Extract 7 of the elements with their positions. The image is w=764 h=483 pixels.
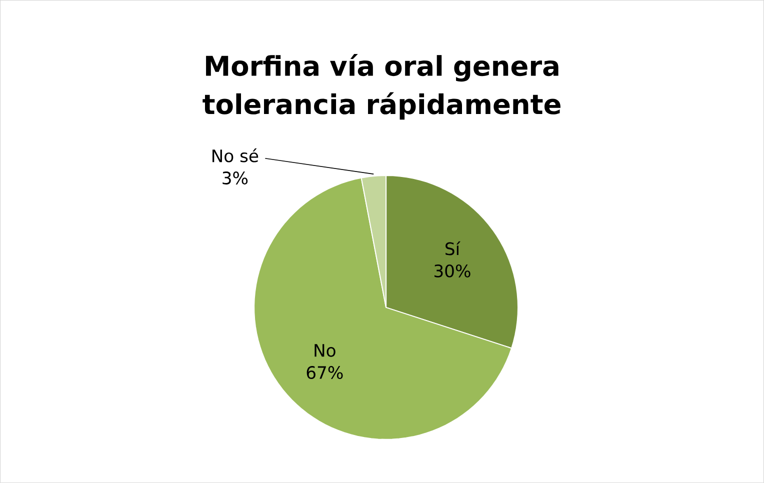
chart-title: Morfina vía oral genera tolerancia rápidamente <box>202 54 560 120</box>
slice-label: No <box>314 344 336 357</box>
data-label: 30% <box>434 264 470 278</box>
slice-label: No sé <box>212 148 258 162</box>
data-label: 67% <box>306 366 343 380</box>
slice-label: Sí <box>446 241 460 256</box>
data-label: 3% <box>222 172 248 184</box>
